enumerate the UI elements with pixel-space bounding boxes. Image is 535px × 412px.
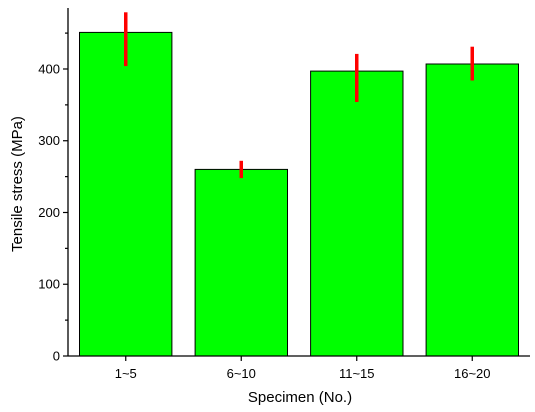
bars-group	[79, 31, 520, 357]
x-tick-label-3: 11~15	[339, 366, 375, 381]
y-tick-label-200: 200	[38, 205, 60, 220]
x-tick-label-2: 6~10	[227, 366, 256, 381]
y-axis-title: Tensile stress (MPa)	[9, 116, 26, 252]
x-ticks-group: 1~5 6~10 11~15 16~20	[115, 356, 491, 381]
x-axis-title: Specimen (No.)	[248, 389, 352, 406]
bar-4	[425, 63, 520, 357]
bar-3	[310, 70, 404, 357]
y-tick-label-0: 0	[53, 349, 60, 364]
x-tick-label-4: 16~20	[454, 366, 491, 381]
y-tick-label-100: 100	[38, 277, 60, 292]
bar-2	[194, 168, 289, 357]
x-tick-label-1: 1~5	[115, 366, 137, 381]
axes-group	[67, 8, 530, 357]
y-tick-label-300: 300	[38, 133, 60, 148]
error-bars-group	[124, 12, 474, 179]
bar-1	[79, 31, 173, 357]
y-tick-label-400: 400	[38, 61, 60, 76]
y-ticks-group: 0 100 200 300 400	[38, 32, 68, 364]
